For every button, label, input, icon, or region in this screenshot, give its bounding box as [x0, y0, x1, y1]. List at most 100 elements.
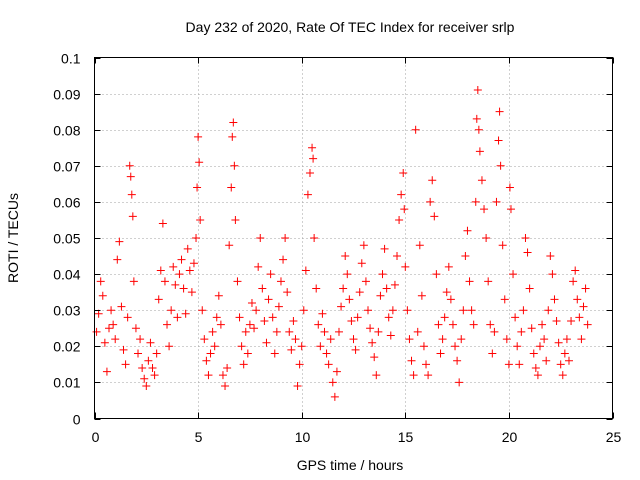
data-point-0-135 [357, 259, 366, 268]
data-point-0-76 [237, 342, 246, 351]
data-point-0-107 [301, 266, 310, 275]
x-tick-label-2: 10 [295, 429, 311, 445]
data-point-0-188 [465, 277, 474, 286]
data-point-0-221 [525, 284, 534, 293]
data-point-0-27 [144, 356, 153, 365]
data-point-0-28 [146, 338, 155, 347]
data-point-0-30 [150, 371, 159, 380]
data-point-0-245 [575, 313, 584, 322]
data-point-0-102 [291, 335, 300, 344]
data-point-0-124 [334, 327, 343, 336]
data-point-0-200 [486, 320, 495, 329]
data-point-0-146 [380, 244, 389, 253]
data-point-0-180 [448, 320, 457, 329]
data-point-0-156 [400, 205, 409, 214]
data-point-0-125 [337, 302, 346, 311]
data-point-0-237 [558, 371, 567, 380]
data-point-0-2 [96, 277, 105, 286]
data-point-0-240 [564, 356, 573, 365]
data-point-0-32 [154, 295, 163, 304]
x-tick-label-4: 20 [502, 429, 518, 445]
data-point-0-186 [461, 252, 470, 261]
data-point-0-35 [160, 277, 169, 286]
data-point-0-101 [289, 317, 298, 326]
data-point-0-34 [158, 219, 167, 228]
data-point-0-157 [401, 262, 410, 271]
data-point-0-81 [247, 298, 256, 307]
data-point-0-37 [165, 342, 174, 351]
data-point-0-67 [223, 363, 232, 372]
data-point-0-164 [415, 241, 424, 250]
data-point-0-183 [455, 378, 464, 387]
y-tick-label-10: 0.1 [61, 51, 81, 67]
data-point-0-223 [529, 349, 538, 358]
data-point-0-57 [202, 356, 211, 365]
y-tick-label-6: 0.06 [53, 195, 80, 211]
data-point-0-131 [349, 335, 358, 344]
data-points [92, 85, 592, 401]
data-point-0-47 [185, 266, 194, 275]
data-point-0-229 [542, 356, 551, 365]
data-point-0-104 [295, 360, 304, 369]
data-point-0-171 [430, 212, 439, 221]
grid [94, 57, 613, 419]
data-point-0-168 [424, 371, 433, 380]
data-point-0-18 [127, 190, 136, 199]
data-point-0-249 [583, 320, 592, 329]
data-point-0-48 [187, 288, 196, 297]
data-point-0-162 [411, 125, 420, 134]
data-point-0-5 [102, 367, 111, 376]
data-point-0-194 [474, 125, 483, 134]
data-point-0-219 [521, 234, 530, 242]
data-point-0-29 [148, 363, 157, 372]
data-point-0-203 [492, 197, 501, 206]
data-point-0-238 [560, 349, 569, 358]
x-tick-label-0: 0 [92, 429, 100, 445]
y-tick-label-0: 0 [73, 412, 81, 428]
data-point-0-38 [167, 306, 176, 315]
data-point-0-191 [471, 197, 480, 206]
data-point-0-121 [328, 378, 337, 387]
data-point-0-206 [496, 161, 505, 170]
y-tick-label-7: 0.07 [53, 159, 80, 175]
data-point-0-58 [204, 371, 213, 380]
data-point-0-211 [505, 183, 514, 192]
data-point-0-153 [395, 215, 404, 224]
data-point-0-207 [498, 241, 507, 250]
data-point-0-140 [368, 338, 377, 347]
data-point-0-64 [216, 320, 225, 329]
data-point-0-185 [459, 306, 468, 315]
data-point-0-100 [287, 345, 296, 354]
data-point-0-230 [544, 306, 553, 315]
data-point-0-193 [473, 85, 482, 94]
data-point-0-133 [353, 313, 362, 322]
data-point-0-220 [523, 248, 532, 257]
data-point-0-167 [422, 360, 431, 369]
data-point-0-105 [297, 342, 306, 351]
data-point-0-85 [256, 234, 265, 242]
data-point-0-63 [214, 291, 223, 300]
data-point-0-222 [527, 324, 536, 333]
y-tick-label-4: 0.04 [53, 267, 80, 283]
data-point-0-201 [488, 349, 497, 358]
data-point-0-195 [475, 147, 484, 156]
data-point-0-187 [463, 226, 472, 235]
data-point-0-31 [152, 349, 161, 358]
data-point-0-39 [169, 262, 178, 271]
data-point-0-41 [173, 313, 182, 322]
data-point-0-181 [451, 342, 460, 351]
data-point-0-129 [345, 295, 354, 304]
data-point-0-118 [322, 349, 331, 358]
data-point-0-143 [374, 327, 383, 336]
data-point-0-75 [235, 313, 244, 322]
data-point-0-108 [303, 190, 312, 199]
y-tick-label-1: 0.01 [53, 375, 80, 391]
data-point-0-244 [573, 295, 582, 304]
data-point-0-217 [517, 327, 526, 336]
y-axis-label: ROTI / TECUs [5, 193, 21, 283]
data-point-0-7 [107, 306, 116, 315]
x-axis-ticks: 0 5 10 15 20 25 [92, 57, 621, 445]
data-point-0-119 [324, 360, 333, 369]
data-point-0-71 [229, 118, 238, 127]
data-point-0-142 [372, 371, 381, 380]
